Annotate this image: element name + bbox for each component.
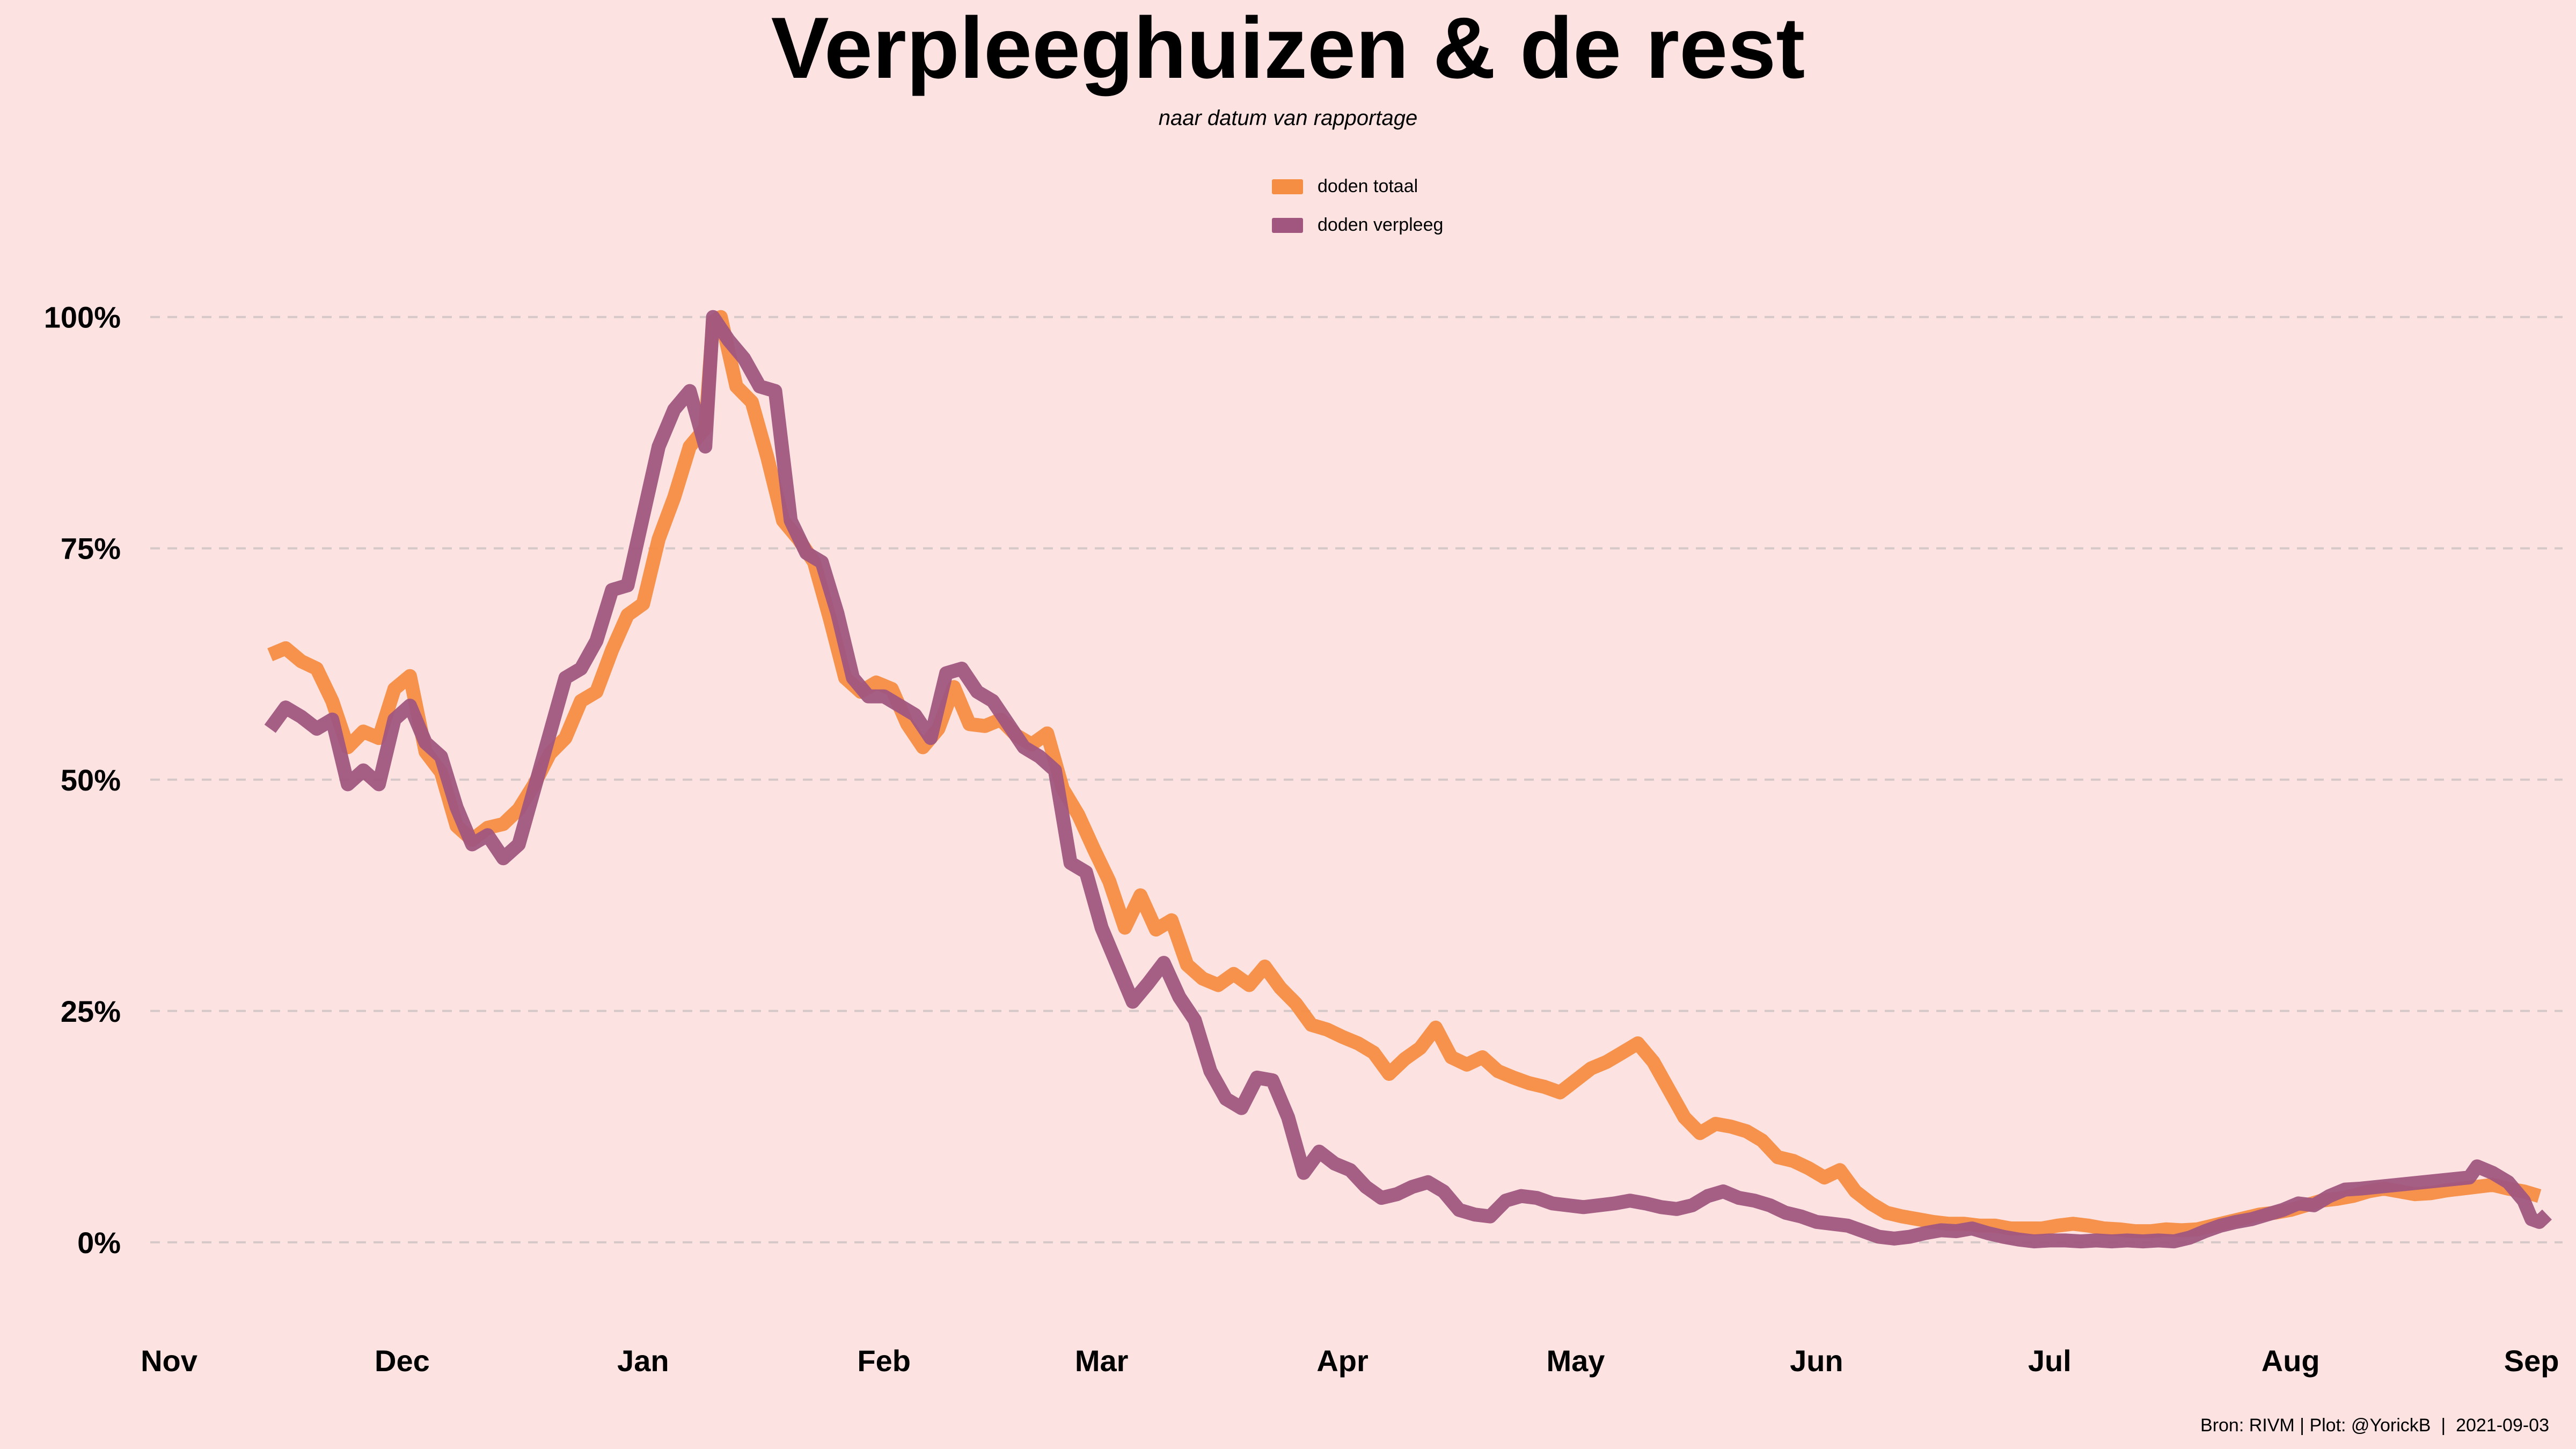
y-tick-label: 0% bbox=[77, 1226, 121, 1260]
x-tick-label: Jul bbox=[2028, 1344, 2072, 1378]
legend-label-verpleeg: doden verpleeg bbox=[1318, 215, 1444, 235]
legend-item-totaal: doden totaal bbox=[1272, 172, 1551, 210]
x-tick-label: Mar bbox=[1075, 1344, 1129, 1378]
legend-label-totaal: doden totaal bbox=[1318, 176, 1418, 196]
series-line-totaal bbox=[267, 310, 2542, 1239]
legend-swatch-verpleeg bbox=[1272, 218, 1303, 233]
x-tick-label: Aug bbox=[2262, 1344, 2320, 1378]
chart-title: Verpleeghuizen & de rest bbox=[771, 0, 1805, 97]
series-line-verpleeg bbox=[264, 310, 2552, 1249]
x-tick-label: Nov bbox=[141, 1344, 197, 1378]
legend-item-verpleeg: doden verpleeg bbox=[1272, 210, 1551, 249]
y-tick-label: 25% bbox=[61, 994, 121, 1028]
source-caption: Bron: RIVM | Plot: @YorickB | 2021-09-03 bbox=[2200, 1415, 2549, 1436]
x-tick-label: Apr bbox=[1316, 1344, 1368, 1378]
legend: doden totaal doden verpleeg bbox=[1272, 172, 1551, 249]
x-tick-label: Sep bbox=[2504, 1344, 2559, 1378]
y-tick-label: 100% bbox=[44, 301, 121, 334]
x-tick-label: Jan bbox=[617, 1344, 669, 1378]
chart-subtitle: naar datum van rapportage bbox=[1158, 106, 1418, 130]
x-tick-label: May bbox=[1547, 1344, 1605, 1378]
y-tick-label: 75% bbox=[61, 532, 121, 566]
x-tick-label: Dec bbox=[375, 1344, 430, 1378]
x-tick-label: Feb bbox=[857, 1344, 911, 1378]
legend-swatch-totaal bbox=[1272, 179, 1303, 194]
y-tick-label: 50% bbox=[61, 763, 121, 797]
x-tick-label: Jun bbox=[1790, 1344, 1843, 1378]
